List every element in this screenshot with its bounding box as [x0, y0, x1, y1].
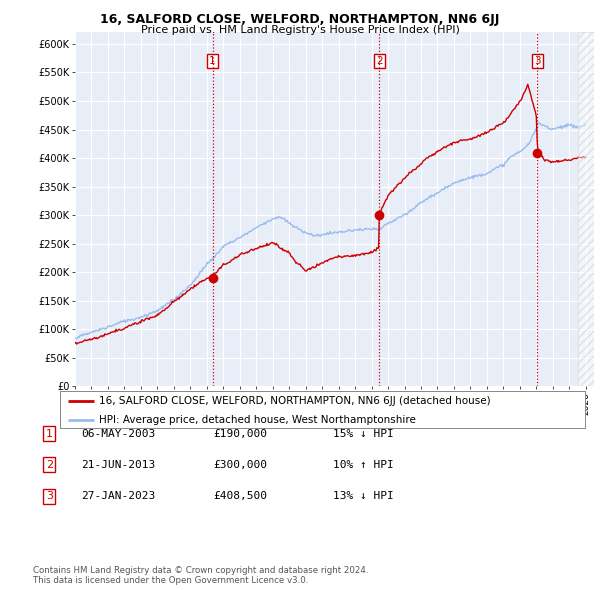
Text: 10% ↑ HPI: 10% ↑ HPI [333, 460, 394, 470]
Text: 16, SALFORD CLOSE, WELFORD, NORTHAMPTON, NN6 6JJ: 16, SALFORD CLOSE, WELFORD, NORTHAMPTON,… [100, 13, 500, 26]
Text: Price paid vs. HM Land Registry's House Price Index (HPI): Price paid vs. HM Land Registry's House … [140, 25, 460, 35]
Text: 3: 3 [46, 491, 53, 501]
Text: 27-JAN-2023: 27-JAN-2023 [81, 491, 155, 501]
Text: 16, SALFORD CLOSE, WELFORD, NORTHAMPTON, NN6 6JJ (detached house): 16, SALFORD CLOSE, WELFORD, NORTHAMPTON,… [100, 396, 491, 407]
Text: 15% ↓ HPI: 15% ↓ HPI [333, 429, 394, 438]
Text: 13% ↓ HPI: 13% ↓ HPI [333, 491, 394, 501]
Text: 2: 2 [46, 460, 53, 470]
Text: 21-JUN-2013: 21-JUN-2013 [81, 460, 155, 470]
Text: HPI: Average price, detached house, West Northamptonshire: HPI: Average price, detached house, West… [100, 415, 416, 425]
Text: 1: 1 [46, 429, 53, 438]
Text: 06-MAY-2003: 06-MAY-2003 [81, 429, 155, 438]
Text: 2: 2 [376, 56, 383, 66]
Text: 1: 1 [209, 56, 216, 66]
Text: £300,000: £300,000 [213, 460, 267, 470]
Text: £408,500: £408,500 [213, 491, 267, 501]
Text: 3: 3 [534, 56, 541, 66]
Text: £190,000: £190,000 [213, 429, 267, 438]
Text: Contains HM Land Registry data © Crown copyright and database right 2024.
This d: Contains HM Land Registry data © Crown c… [33, 566, 368, 585]
